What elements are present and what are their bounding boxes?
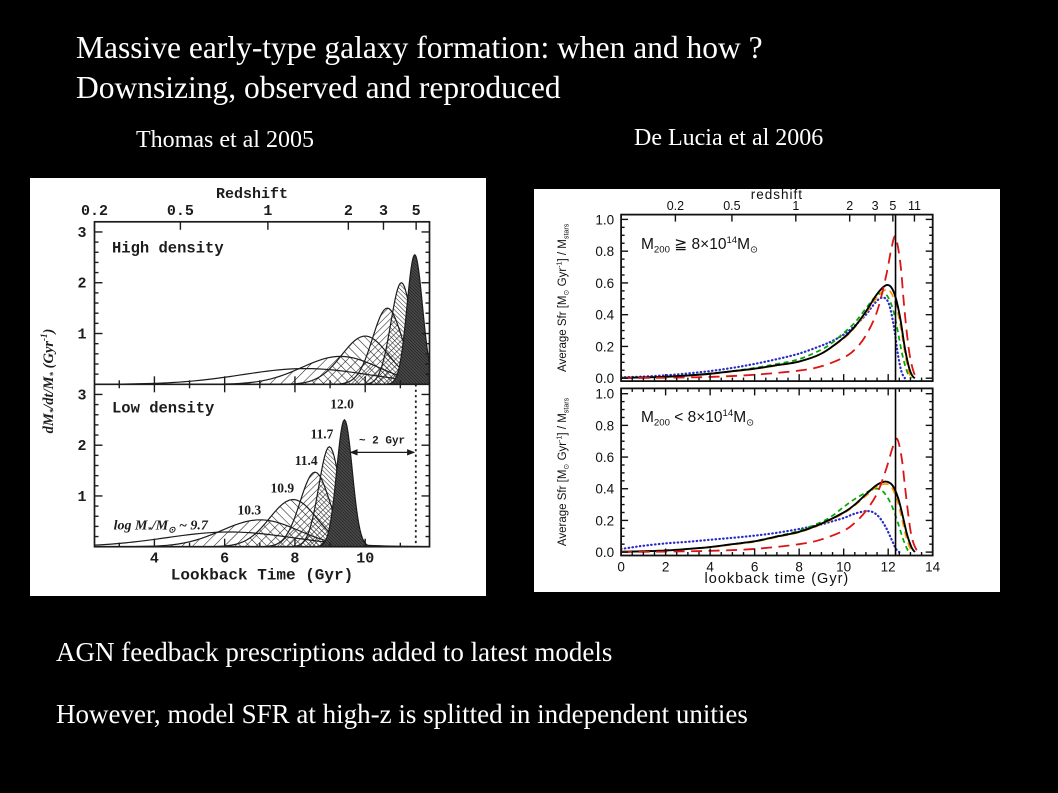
panel-massive-curves <box>621 235 920 380</box>
mass-label-11.7: 11.7 <box>311 427 334 442</box>
y-axis-label-bottom: Average Sfr [M⊙ Gyr-1] / Mstars <box>555 397 570 546</box>
panel-label-massive: M200 ≧ 8×1014M⊙ <box>641 235 758 256</box>
mass-label-9.7: log M*/M⊙ ~ 9.7 <box>114 518 209 534</box>
svg-text:0.2: 0.2 <box>595 513 614 528</box>
svg-text:3: 3 <box>77 387 86 404</box>
caption-delucia: De Lucia et al 2006 <box>634 125 824 151</box>
note-agn-feedback: AGN feedback prescriptions added to late… <box>56 637 613 667</box>
curve-red-long-dash <box>621 437 921 553</box>
svg-text:8: 8 <box>290 551 299 568</box>
curve-green-dashed <box>621 487 912 553</box>
delucia-figure: 0.0 0.2 0.4 0.6 0.8 1.0 0.0 0.2 0.4 0.6 0.8 1.0 0 2 4 6… <box>534 189 1000 592</box>
svg-text:5: 5 <box>412 203 421 220</box>
panel-label-low-density: Low density <box>112 400 214 418</box>
svg-text:6: 6 <box>220 551 229 568</box>
top-axis-label: redshift <box>751 189 803 202</box>
svg-text:0.2: 0.2 <box>595 339 614 354</box>
y-axis-label: dM*/dt/M* (Gyr-1) <box>39 329 58 434</box>
panel-high-density-curves <box>94 254 430 385</box>
svg-text:14: 14 <box>925 560 941 575</box>
curve-orange-dashed <box>621 288 913 379</box>
panel-label-high-density: High density <box>112 240 224 258</box>
thomas-figure-svg: ~ 2 Gyr 10.3 10.911.4 11.7 12.0 log M*/M⊙ ~ 9… <box>39 186 431 585</box>
svg-text:0.2: 0.2 <box>81 203 108 220</box>
svg-text:0.6: 0.6 <box>595 450 614 465</box>
two-gyr-arrow: ~ 2 Gyr <box>349 436 416 456</box>
svg-text:0.0: 0.0 <box>595 545 614 560</box>
x-axis-label: Lookback Time (Gyr) <box>171 567 353 585</box>
svg-text:0.8: 0.8 <box>595 244 614 259</box>
top-axis-label: Redshift <box>216 186 288 203</box>
svg-text:2: 2 <box>77 276 86 293</box>
curve-red-long-dash <box>621 235 920 380</box>
svg-text:2: 2 <box>77 438 86 455</box>
axis-labels: 0.00.20.40.60.81.00.00.20.40.60.81.00 2 4 6… <box>555 189 940 587</box>
panel-label-less-massive: M200 < 8×1014M⊙ <box>641 408 754 429</box>
svg-text:5: 5 <box>889 199 896 213</box>
svg-text:1.0: 1.0 <box>595 387 614 402</box>
caption-thomas: Thomas et al 2005 <box>136 127 314 153</box>
svg-text:0.2: 0.2 <box>667 199 684 213</box>
mass-label-10.9: 10.9 <box>270 480 294 495</box>
svg-text:1: 1 <box>792 199 799 213</box>
svg-text:4: 4 <box>706 560 714 575</box>
tick-marks <box>620 214 934 556</box>
svg-text:4: 4 <box>150 551 159 568</box>
svg-text:0.0: 0.0 <box>595 371 614 386</box>
slide-title: Massive early-type galaxy formation: whe… <box>76 28 763 107</box>
thomas-figure: ~ 2 Gyr 10.3 10.9 11.4 11.7 12.0 log M*/M⊙ ~ 9… <box>30 178 486 596</box>
svg-text:3: 3 <box>872 199 879 213</box>
mass-label-11.4: 11.4 <box>295 453 318 468</box>
svg-text:3: 3 <box>379 203 388 220</box>
curve-blue-dotted <box>621 296 906 380</box>
curve-orange-dashed <box>621 483 914 553</box>
mass-label-10.3: 10.3 <box>237 503 261 518</box>
svg-text:0.5: 0.5 <box>167 203 194 220</box>
svg-text:10: 10 <box>836 560 851 575</box>
curve-green-dashed <box>621 292 913 379</box>
svg-text:10: 10 <box>356 551 374 568</box>
svg-text:2: 2 <box>662 560 670 575</box>
svg-text:12: 12 <box>881 560 896 575</box>
svg-text:0: 0 <box>617 560 625 575</box>
svg-text:0.4: 0.4 <box>595 308 614 323</box>
slide-title-line1: Massive early-type galaxy formation: whe… <box>76 30 763 65</box>
svg-text:0.5: 0.5 <box>723 199 740 213</box>
svg-text:6: 6 <box>751 560 759 575</box>
svg-text:2: 2 <box>344 203 353 220</box>
x-axis-label: lookback time (Gyr) <box>705 571 850 587</box>
delucia-figure-svg: 0.00.20.40.60.81.00.00.20.40.60.81.00 2 4 6… <box>555 189 940 587</box>
svg-text:0.4: 0.4 <box>595 482 614 497</box>
panel-less-massive-curves <box>621 437 921 554</box>
y-axis-label-top: Average Sfr [M⊙ Gyr-1] / Mstars <box>555 223 570 372</box>
svg-text:3: 3 <box>77 225 86 242</box>
svg-text:1: 1 <box>77 489 86 506</box>
note-model-sfr: However, model SFR at high-z is splitted… <box>56 699 748 729</box>
mass-label-12.0: 12.0 <box>330 397 354 412</box>
curve-black-solid <box>621 283 916 379</box>
gaussian-logmass-12.0 <box>308 418 381 547</box>
svg-text:8: 8 <box>795 560 803 575</box>
svg-text:2: 2 <box>846 199 853 213</box>
curve-black-solid <box>621 480 916 553</box>
svg-text:1: 1 <box>77 327 86 344</box>
curve-blue-dotted <box>621 510 901 554</box>
svg-text:11: 11 <box>908 199 921 213</box>
svg-text:0.8: 0.8 <box>595 418 614 433</box>
svg-text:1.0: 1.0 <box>595 212 614 227</box>
svg-text:1: 1 <box>263 203 272 220</box>
tick-marks <box>94 221 430 547</box>
slide-title-line2: Downsizing, observed and reproduced <box>76 69 561 105</box>
two-gyr-arrow-label: ~ 2 Gyr <box>359 436 405 448</box>
svg-text:0.6: 0.6 <box>595 276 614 291</box>
